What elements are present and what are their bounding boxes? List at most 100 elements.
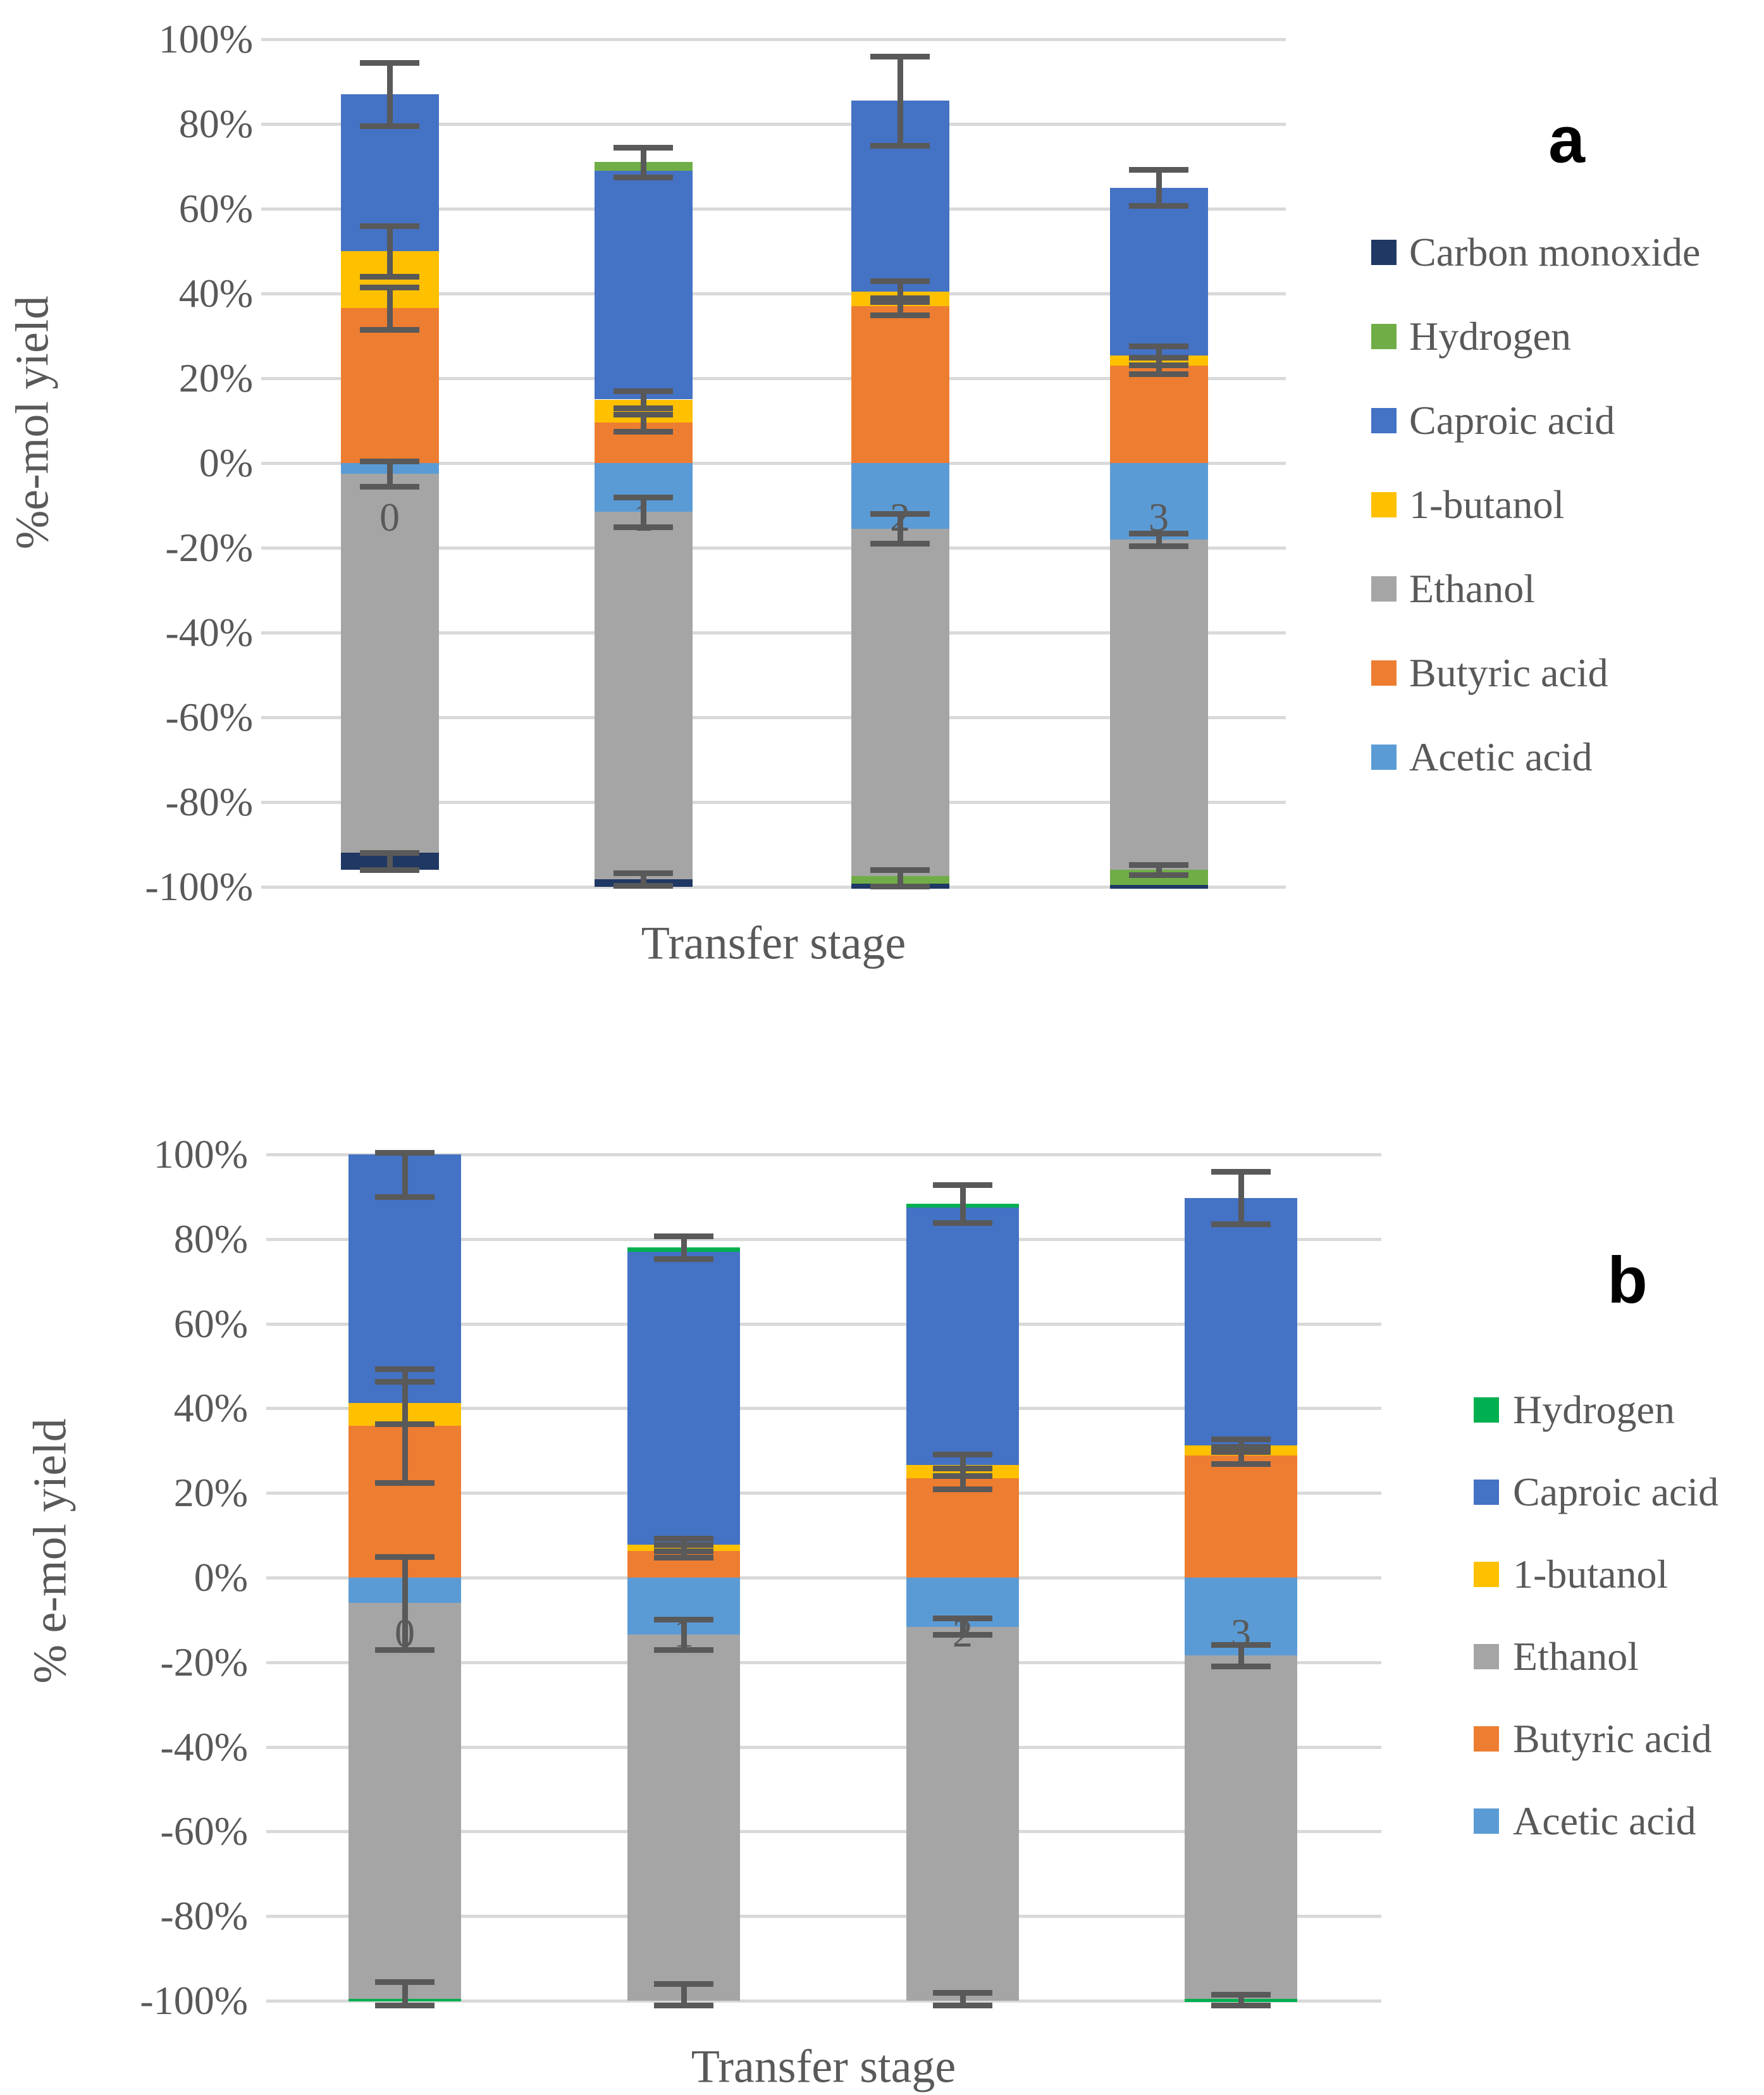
legend-swatch-ethanol xyxy=(1371,576,1397,602)
error-bar xyxy=(1156,533,1162,546)
category-label: 2 xyxy=(890,495,910,540)
error-bar-cap xyxy=(933,1615,992,1621)
y-tick-label: -80% xyxy=(165,779,253,824)
error-bar xyxy=(681,1984,687,2005)
error-bar-cap xyxy=(933,1182,992,1189)
gridline xyxy=(266,1915,1381,1919)
gridline xyxy=(261,886,1286,889)
error-bar xyxy=(402,1368,408,1483)
error-bar-cap xyxy=(375,1366,435,1372)
error-bar-cap xyxy=(933,1452,992,1458)
bar-segment-acetic-acid xyxy=(1109,463,1208,540)
error-bar-cap xyxy=(654,1617,713,1623)
bar-segment-ethanol xyxy=(851,528,949,877)
error-bar-cap xyxy=(614,388,673,395)
error-bar xyxy=(1238,1645,1244,1666)
legend-swatch-ethanol xyxy=(1474,1644,1499,1669)
gridline xyxy=(266,1492,1381,1495)
y-tick-label: 20% xyxy=(173,1470,248,1516)
y-axis-title: % e-mol yield xyxy=(24,1418,77,1684)
legend-swatch-carbon-monoxide xyxy=(1371,240,1397,265)
y-tick-label: -20% xyxy=(165,525,253,570)
error-bar-cap xyxy=(1129,530,1188,536)
bar-segment-butyric-acid xyxy=(851,306,949,463)
legend-label-ethanol: Ethanol xyxy=(1513,1634,1639,1679)
error-bar-cap xyxy=(1211,1169,1271,1175)
error-bar-cap xyxy=(654,1981,713,1987)
panel-label-b: b xyxy=(1607,1244,1648,1318)
error-bar xyxy=(640,147,646,177)
legend-swatch-hydrogen xyxy=(1371,324,1397,349)
error-bar-cap xyxy=(375,2002,435,2008)
legend-swatch-1-butanol xyxy=(1474,1562,1499,1587)
gridline xyxy=(261,801,1286,804)
error-bar-cap xyxy=(1129,354,1188,361)
bar-segment-ethanol xyxy=(906,1626,1019,2001)
error-bar-cap xyxy=(375,1194,435,1200)
error-bar-cap xyxy=(360,59,419,66)
gridline xyxy=(266,1660,1381,1664)
error-bar xyxy=(1156,169,1162,206)
error-bar-cap xyxy=(1129,203,1188,209)
error-bar-cap xyxy=(360,274,419,280)
y-tick-label: 60% xyxy=(173,1301,248,1346)
error-bar xyxy=(681,1236,687,1259)
error-bar xyxy=(640,414,646,431)
y-tick-label: 40% xyxy=(178,271,253,316)
y-tick-label: 60% xyxy=(178,186,253,231)
error-bar xyxy=(640,872,646,886)
error-bar xyxy=(402,1153,408,1197)
error-bar xyxy=(897,514,903,544)
error-bar-cap xyxy=(1211,1436,1271,1442)
error-bar-cap xyxy=(870,53,930,59)
error-bar-cap xyxy=(360,850,419,856)
gridline xyxy=(261,207,1286,211)
error-bar-cap xyxy=(375,1150,435,1156)
x-axis-title: Transfer stage xyxy=(691,2041,956,2093)
bar-segment-caproic-acid xyxy=(627,1251,740,1545)
error-bar-cap xyxy=(654,1233,713,1240)
error-bar-cap xyxy=(933,1220,992,1227)
gridline xyxy=(266,1830,1381,1834)
gridline xyxy=(261,38,1286,41)
error-bar-cap xyxy=(375,1554,435,1560)
bar-segment-ethanol xyxy=(627,1635,740,2001)
legend-label-acetic-acid: Acetic acid xyxy=(1513,1798,1696,1843)
error-bar xyxy=(402,1556,408,1650)
gridline xyxy=(266,1322,1381,1326)
legend-swatch-acetic-acid xyxy=(1371,745,1397,770)
y-tick-label: -60% xyxy=(160,1808,248,1854)
y-tick-label: -100% xyxy=(140,1978,248,2023)
gridline xyxy=(261,716,1286,719)
error-bar-cap xyxy=(360,483,419,490)
error-bar xyxy=(681,1619,687,1650)
legend-swatch-butyric-acid xyxy=(1474,1726,1499,1752)
y-tick-label: -100% xyxy=(145,864,253,909)
legend-swatch-acetic-acid xyxy=(1474,1808,1499,1834)
error-bar xyxy=(959,1185,966,1223)
legend-swatch-hydrogen xyxy=(1474,1397,1499,1423)
error-bar-cap xyxy=(375,1647,435,1653)
error-bar-cap xyxy=(360,458,419,464)
error-bar-cap xyxy=(375,1480,435,1486)
error-bar-cap xyxy=(933,1465,992,1471)
gridline xyxy=(261,377,1286,380)
error-bar-cap xyxy=(870,142,930,149)
error-bar xyxy=(1238,1171,1244,1225)
y-tick-label: 100% xyxy=(158,16,253,61)
legend-swatch-butyric-acid xyxy=(1371,660,1397,686)
category-label: 2 xyxy=(953,1610,973,1655)
legend-label-ethanol: Ethanol xyxy=(1409,566,1536,611)
error-bar-cap xyxy=(1211,1663,1271,1669)
y-tick-label: -20% xyxy=(160,1639,248,1684)
error-bar-cap xyxy=(870,541,930,547)
error-bar-cap xyxy=(1129,371,1188,378)
y-tick-label: 0% xyxy=(199,440,253,485)
error-bar xyxy=(1238,1447,1244,1464)
bar-segment-caproic-acid xyxy=(1109,187,1208,355)
legend-swatch-caproic-acid xyxy=(1371,408,1397,433)
error-bar-cap xyxy=(870,278,930,284)
error-bar-cap xyxy=(1129,872,1188,879)
error-bar xyxy=(681,1544,687,1557)
